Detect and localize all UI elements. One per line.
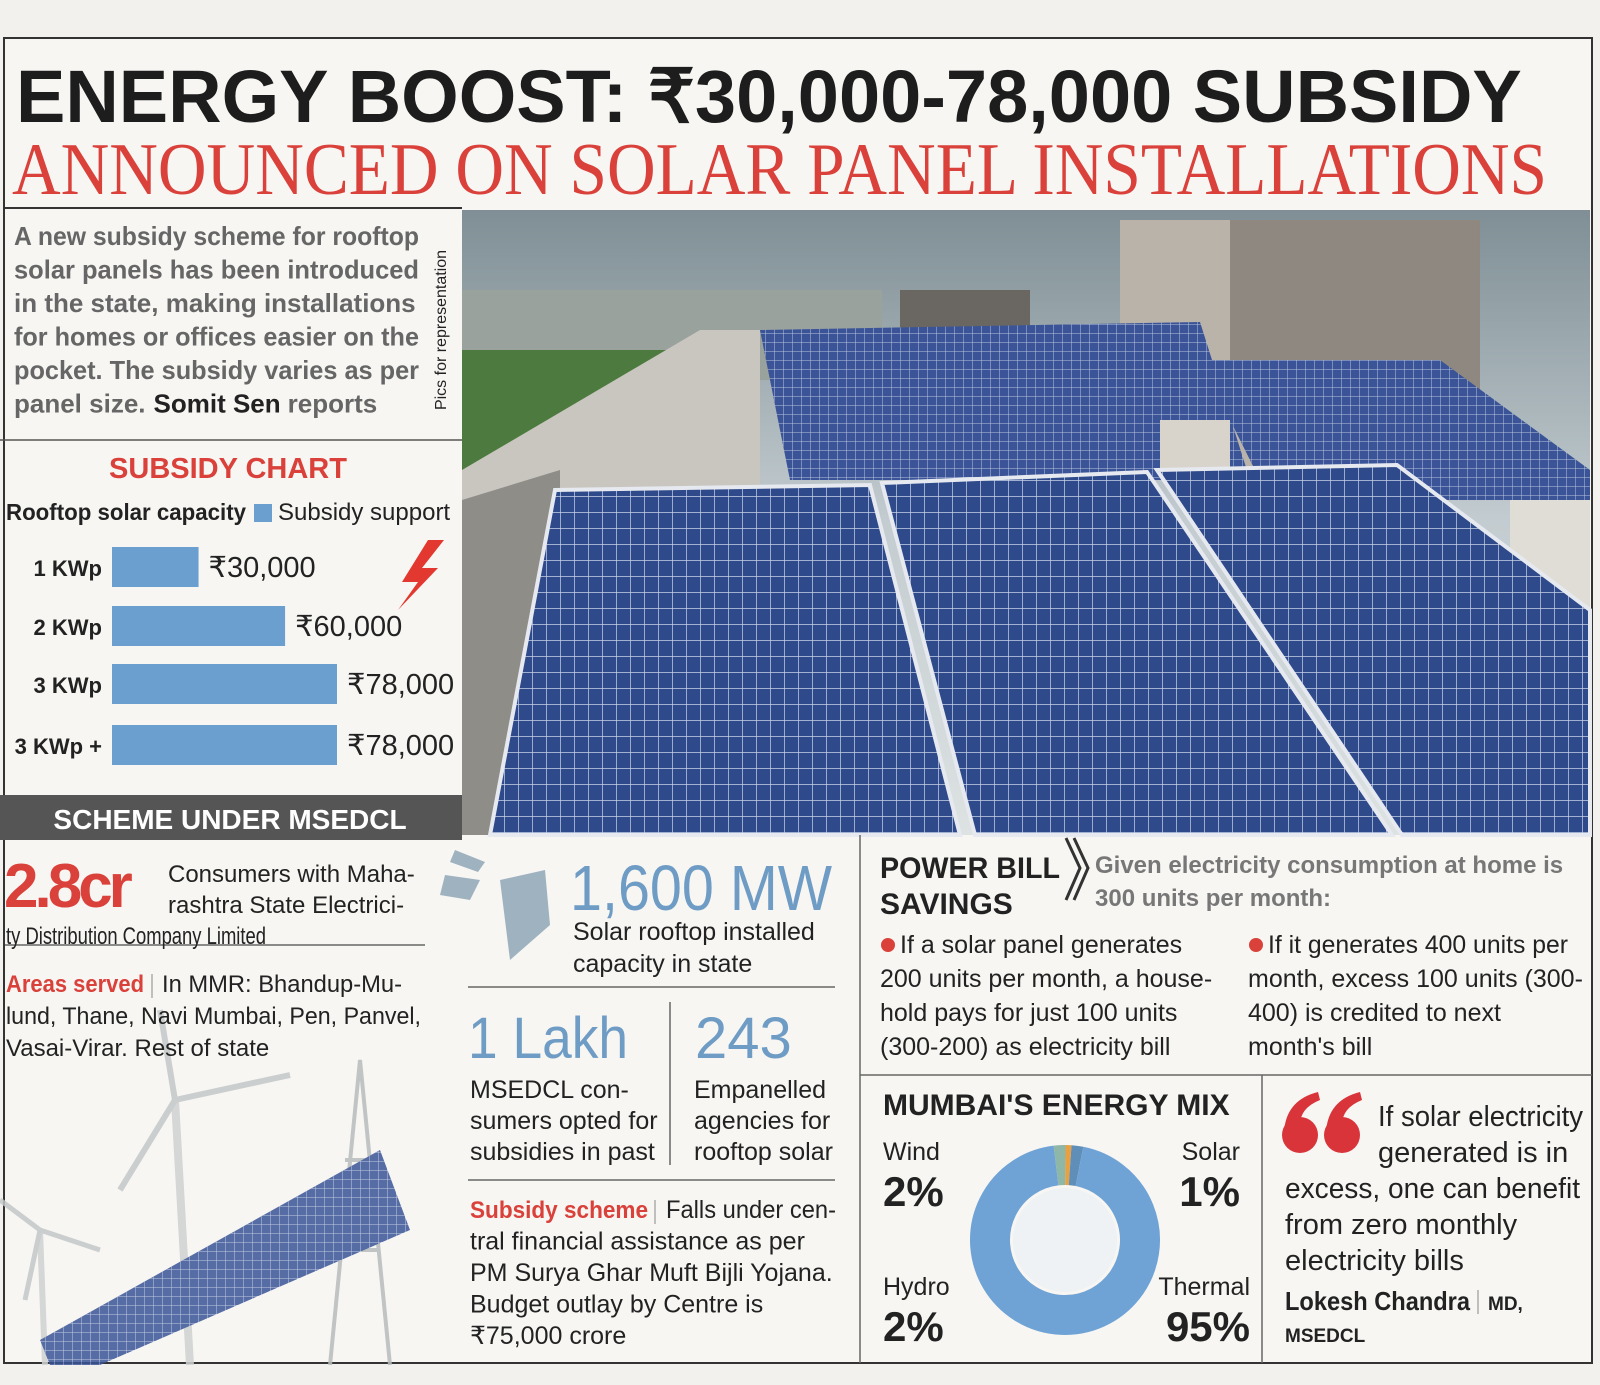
- big-figure: 1 Lakh: [468, 1006, 628, 1071]
- headline-sub: ANNOUNCED ON SOLAR PANEL INSTALLATIONS: [12, 129, 1547, 211]
- slice-value: 2%: [883, 1168, 944, 1215]
- quote-line: If solar electricity: [1378, 1101, 1583, 1133]
- point-line: month, excess 100 units (300-: [1248, 965, 1583, 993]
- donut-segment: [1068, 1145, 1084, 1187]
- intro-line: for homes or offices easier on the: [14, 322, 419, 352]
- bolt-icon: [398, 540, 444, 610]
- text-line: Falls under cen-: [666, 1196, 836, 1224]
- value-label: ₹78,000: [347, 730, 454, 762]
- bar-label: 2 KWp: [34, 615, 102, 640]
- big-figure: 2.8cr: [4, 852, 133, 921]
- slice-value: 95%: [1166, 1303, 1250, 1350]
- illustration: [0, 1009, 410, 1366]
- text-line: Vasai-Virar. Rest of state: [6, 1035, 269, 1062]
- big-figure: 243: [695, 1006, 792, 1071]
- donut-segment: [1053, 1145, 1066, 1186]
- bar-label: 3 KWp: [34, 673, 102, 698]
- banner: [0, 795, 462, 840]
- bar: [112, 725, 337, 765]
- section-title: MUMBAI'S ENERGY MIX: [883, 1089, 1230, 1122]
- label: Areas served: [6, 971, 144, 998]
- text-line: MSEDCL con-: [470, 1076, 629, 1104]
- legend-label: Subsidy support: [278, 499, 450, 526]
- bar: [112, 664, 337, 704]
- intro-line: panel size.: [14, 389, 146, 419]
- value-label: ₹30,000: [209, 552, 316, 584]
- intro-line: in the state, making installations: [14, 288, 416, 318]
- text-line: tral financial assistance as per: [470, 1228, 805, 1256]
- sun-icon: [440, 850, 550, 960]
- text-line: capacity in state: [573, 950, 752, 978]
- bar-label: 1 KWp: [34, 556, 102, 581]
- intro-line: 300 units per month:: [1095, 885, 1331, 912]
- slice-value: 2%: [883, 1303, 944, 1350]
- value-label: ₹60,000: [295, 611, 402, 643]
- text-line: PM Surya Ghar Muft Bijli Yojana.: [470, 1259, 833, 1287]
- chevron: [1064, 837, 1090, 901]
- bullet: [1249, 938, 1263, 952]
- slice-value: 1%: [1179, 1168, 1240, 1215]
- intro-line: pocket. The subsidy varies as per: [14, 355, 419, 385]
- quote-mark: [1282, 1092, 1362, 1153]
- quote-line: generated is in: [1378, 1137, 1568, 1169]
- role: MSEDCL: [1285, 1326, 1366, 1347]
- intro-line: solar panels has been introduced: [14, 255, 419, 285]
- photo-credit: Pics for representation: [433, 250, 450, 410]
- value-label: ₹78,000: [347, 669, 454, 701]
- quote-line: from zero monthly: [1285, 1209, 1518, 1241]
- text-line: rooftop solar: [694, 1138, 833, 1166]
- bar: [112, 547, 199, 587]
- banner-text: SCHEME UNDER MSEDCL: [53, 804, 406, 835]
- quote-line: excess, one can benefit: [1285, 1173, 1580, 1205]
- text-line: subsidies in past: [470, 1138, 655, 1166]
- byline: Somit Sen: [154, 389, 281, 419]
- point-line: month's bill: [1248, 1033, 1372, 1061]
- big-figure: 1,600 MW: [570, 852, 833, 924]
- role: MD,: [1488, 1294, 1523, 1315]
- point-line: If a solar panel generates: [900, 931, 1182, 959]
- bar: [112, 606, 286, 646]
- text-line: lund, Thane, Navi Mumbai, Pen, Panvel,: [6, 1003, 421, 1030]
- slice-name: Wind: [883, 1138, 940, 1166]
- intro-line: A new subsidy scheme for rooftop: [14, 221, 419, 251]
- section-title: SAVINGS: [880, 888, 1013, 921]
- byline-suffix: reports: [288, 389, 378, 419]
- chart-title: SUBSIDY CHART: [109, 453, 347, 485]
- point-line: 200 units per month, a house-: [880, 965, 1212, 993]
- text-line: Consumers with Maha-: [168, 861, 415, 888]
- text-line: Empanelled: [694, 1076, 826, 1104]
- slice-name: Hydro: [883, 1273, 950, 1301]
- axis-label: Rooftop solar capacity: [6, 499, 246, 525]
- photo: [462, 210, 1592, 837]
- point-line: hold pays for just 100 units: [880, 999, 1177, 1027]
- slice-name: Solar: [1182, 1138, 1240, 1166]
- text-line: ty Distribution Company Limited: [6, 923, 266, 950]
- bar-label: 3 KWp +: [15, 734, 102, 759]
- section-title: POWER BILL: [880, 852, 1060, 885]
- legend-swatch: [254, 504, 272, 522]
- separators: [5, 835, 1592, 1363]
- text-line: ₹75,000 crore: [470, 1322, 626, 1350]
- text-line: sumers opted for: [470, 1107, 658, 1135]
- text-line: agencies for: [694, 1107, 830, 1135]
- point-line: (300-200) as electricity bill: [880, 1033, 1170, 1061]
- text-line: Solar rooftop installed: [573, 918, 815, 946]
- label: Subsidy scheme: [470, 1197, 648, 1224]
- bullet: [881, 938, 895, 952]
- donut-segment: [970, 1145, 1160, 1335]
- text-line: In MMR: Bhandup-Mu-: [162, 971, 402, 998]
- point-line: If it generates 400 units per: [1268, 931, 1568, 959]
- speaker: Lokesh Chandra: [1285, 1286, 1470, 1316]
- headline: ENERGY BOOST: ₹30,000-78,000 SUBSIDY: [16, 55, 1522, 138]
- slice-name: Thermal: [1158, 1273, 1250, 1301]
- point-line: 400) is credited to next: [1248, 999, 1501, 1027]
- intro-line: Given electricity consumption at home is: [1095, 852, 1563, 879]
- text-line: rashtra State Electrici-: [168, 892, 404, 919]
- quote-line: electricity bills: [1285, 1245, 1464, 1277]
- text-line: Budget outlay by Centre is: [470, 1291, 763, 1319]
- donut-center: [1013, 1188, 1117, 1292]
